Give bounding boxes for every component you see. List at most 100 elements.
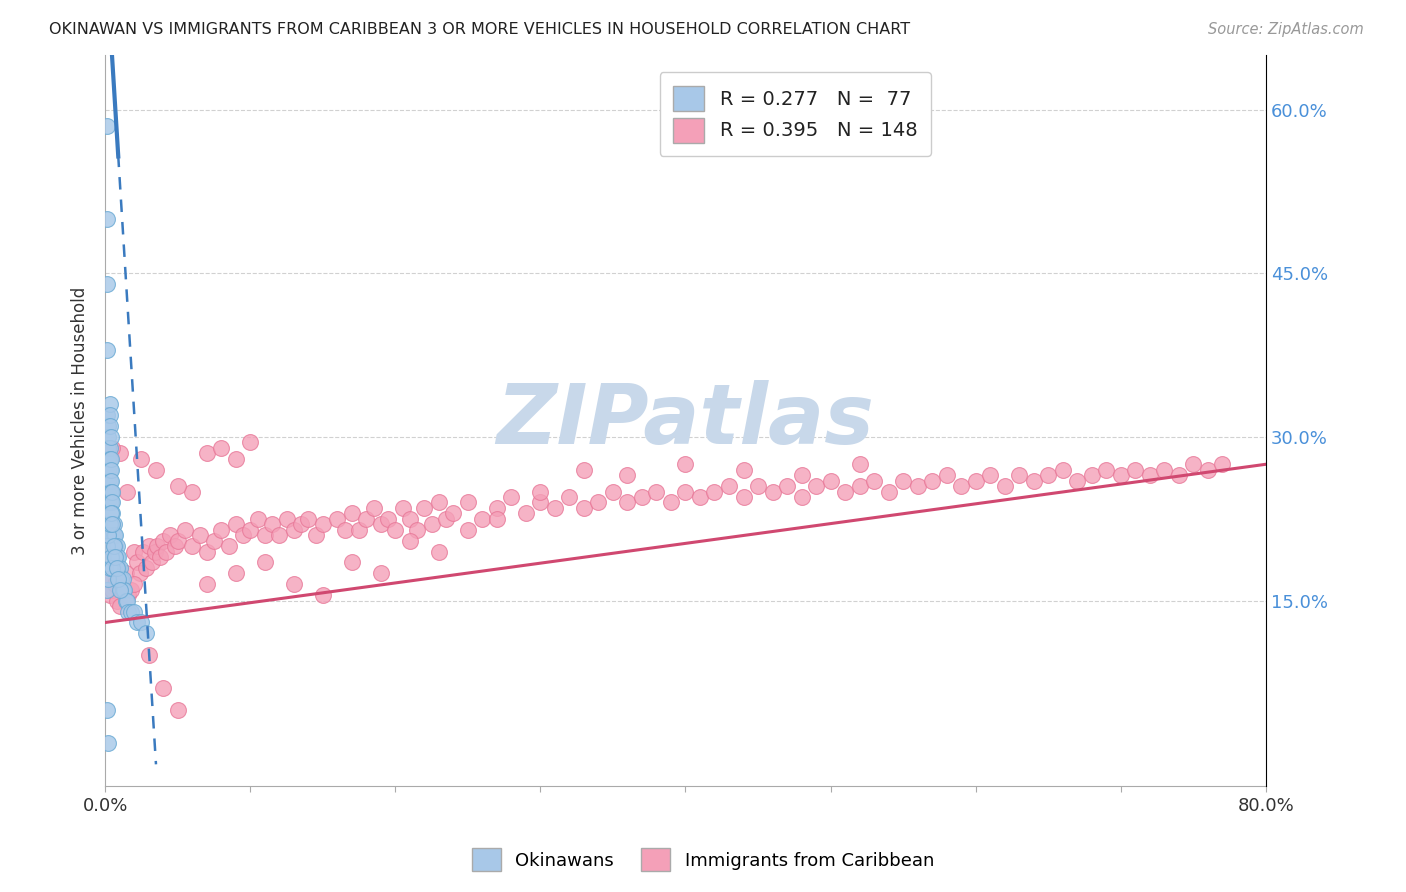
Point [98,517,121,532]
Point [312,517,335,532]
Point [108,582,131,597]
Point [107,572,129,586]
Point [127,556,149,570]
Point [1182,457,1205,471]
Point [114,593,136,607]
Point [370,517,392,532]
Point [104,549,127,564]
Point [950,479,973,493]
Point [304,528,326,542]
Point [312,588,335,602]
Point [441,507,464,521]
Point [209,523,232,537]
Legend: Okinawans, Immigrants from Caribbean: Okinawans, Immigrants from Caribbean [465,841,941,879]
Point [675,457,697,471]
Point [891,474,914,488]
Point [340,507,363,521]
Point [96,582,118,597]
Point [100,484,122,499]
Point [96,408,118,422]
Point [399,512,422,526]
Point [98,408,121,422]
Point [132,544,155,558]
Point [108,561,131,575]
Point [138,539,160,553]
Point [253,556,276,570]
Point [1109,468,1132,483]
Point [202,533,225,548]
Point [209,441,232,455]
Point [232,528,254,542]
Point [297,512,319,526]
Point [100,507,122,521]
Point [97,528,120,542]
Point [143,544,166,558]
Point [333,523,356,537]
Point [602,484,624,499]
Point [108,572,131,586]
Point [1211,457,1233,471]
Point [111,572,134,586]
Point [907,479,929,493]
Point [572,500,595,515]
Point [1139,468,1161,483]
Point [804,479,827,493]
Point [105,593,128,607]
Point [107,561,129,575]
Point [114,566,136,581]
Point [174,523,197,537]
Point [100,463,122,477]
Point [105,561,128,575]
Point [155,544,177,558]
Point [420,517,443,532]
Point [363,500,385,515]
Point [117,588,139,602]
Point [340,556,363,570]
Point [96,703,118,717]
Point [195,544,218,558]
Point [122,605,145,619]
Point [1123,463,1146,477]
Point [994,479,1017,493]
Point [104,577,127,591]
Point [434,512,457,526]
Point [120,582,142,597]
Point [979,468,1001,483]
Point [100,430,122,444]
Point [159,528,181,542]
Point [100,549,122,564]
Point [834,484,856,499]
Point [96,119,118,133]
Point [97,484,120,499]
Point [326,512,349,526]
Point [101,517,124,532]
Point [790,490,813,504]
Point [115,484,138,499]
Point [98,463,121,477]
Point [101,528,124,542]
Point [457,523,479,537]
Point [100,517,122,532]
Point [457,495,479,509]
Point [98,484,121,499]
Point [1080,468,1102,483]
Point [103,528,125,542]
Point [391,500,413,515]
Point [98,441,121,455]
Point [105,561,128,575]
Point [195,577,218,591]
Y-axis label: 3 or more Vehicles in Household: 3 or more Vehicles in Household [72,286,89,555]
Point [733,463,755,477]
Point [152,681,174,695]
Point [98,495,121,509]
Point [97,735,120,749]
Point [101,561,124,575]
Point [100,474,122,488]
Point [181,484,204,499]
Point [108,599,131,614]
Point [105,549,128,564]
Point [100,495,122,509]
Point [135,561,157,575]
Point [98,474,121,488]
Point [1167,468,1189,483]
